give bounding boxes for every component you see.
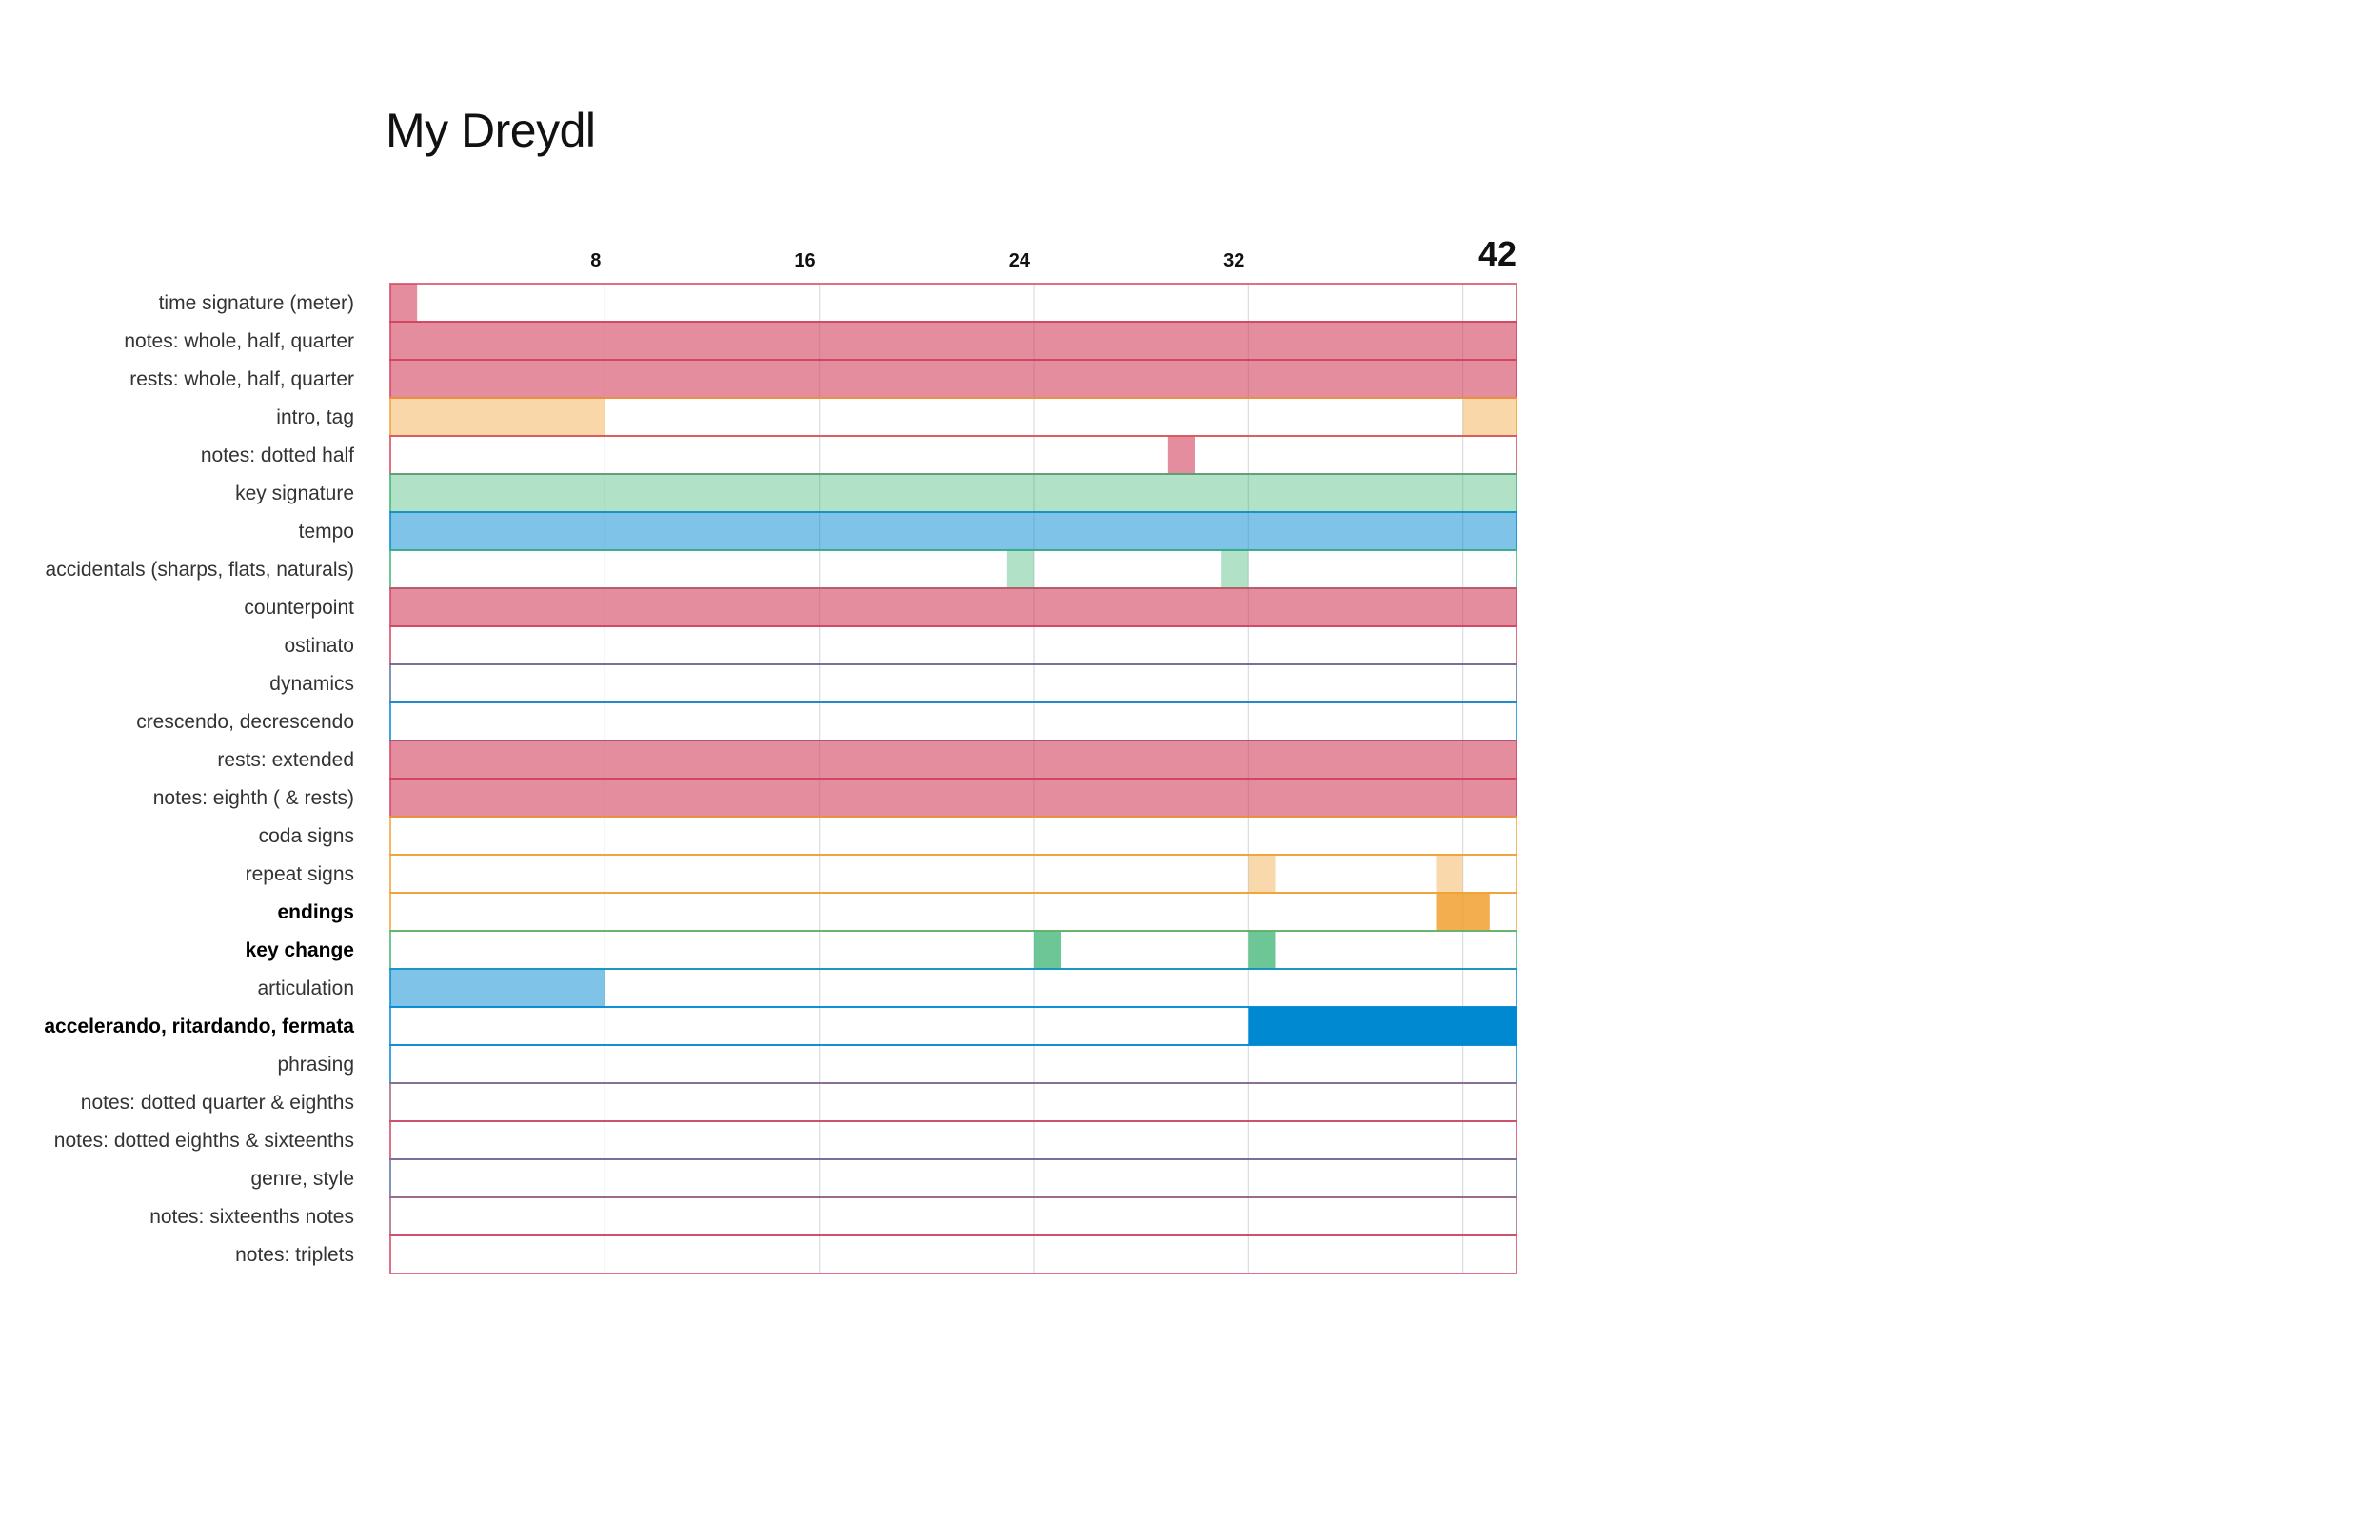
- row-label: notes: dotted quarter & eighths: [81, 1092, 354, 1114]
- row-label: accelerando, ritardando, fermata: [44, 1016, 354, 1037]
- row-background: [390, 398, 1517, 436]
- segment-bar: [390, 512, 1517, 550]
- row-border: [389, 1234, 1517, 1274]
- row-background: [390, 931, 1517, 969]
- segment-bar: [390, 474, 1517, 512]
- row-label: notes: sixteenths notes: [149, 1206, 354, 1228]
- segment-bar: [1006, 550, 1034, 588]
- row-background: [390, 626, 1517, 664]
- segment-bar: [390, 322, 1517, 360]
- row-label: dynamics: [269, 673, 354, 695]
- row-label: phrasing: [277, 1054, 354, 1076]
- row-background: [390, 1083, 1517, 1121]
- row-label: articulation: [257, 977, 354, 999]
- row-labels: time signature (meter) notes: whole, half…: [44, 292, 354, 1266]
- tick-label: 32: [1223, 250, 1244, 271]
- row-background: [390, 702, 1517, 740]
- segment-bar: [390, 360, 1517, 398]
- row-background: [390, 1197, 1517, 1235]
- row-background: [390, 474, 1517, 512]
- row-label: genre, style: [250, 1168, 354, 1190]
- row-background: [390, 550, 1517, 588]
- row-background: [390, 436, 1517, 474]
- tick-label: 24: [1009, 250, 1031, 271]
- segment-bar: [1248, 931, 1276, 969]
- row-label: counterpoint: [244, 597, 354, 619]
- segment-bar: [390, 284, 418, 322]
- row-label: notes: dotted half: [201, 444, 354, 466]
- row-label: key change: [246, 939, 354, 961]
- row-label: notes: eighth ( & rests): [153, 787, 354, 809]
- row-label: notes: triplets: [235, 1244, 354, 1266]
- segment-bar: [1436, 855, 1463, 893]
- row-background: [390, 284, 1517, 322]
- row-label: notes: whole, half, quarter: [124, 330, 354, 352]
- row-borders: [389, 283, 1517, 1274]
- row-background: [390, 855, 1517, 893]
- row-background: [390, 1159, 1517, 1197]
- segment-bar: [390, 588, 1517, 626]
- row-label: endings: [277, 901, 354, 923]
- segment-bar: [1167, 436, 1195, 474]
- segment-bar: [390, 398, 605, 436]
- row-background: [390, 893, 1517, 931]
- row-label: rests: extended: [217, 749, 354, 771]
- row-label: ostinato: [284, 635, 354, 657]
- tick-label: 42: [1478, 234, 1517, 273]
- row-background: [390, 1235, 1517, 1273]
- x-axis-ticks: 8 16 24 32 42: [590, 234, 1517, 273]
- segment-bar: [1248, 1007, 1517, 1045]
- segment-bar: [390, 969, 605, 1007]
- segment-bar: [1462, 398, 1517, 436]
- row-label: accidentals (sharps, flats, naturals): [46, 559, 354, 581]
- row-background: [390, 664, 1517, 702]
- row-label: crescendo, decrescendo: [136, 711, 354, 733]
- row-label: intro, tag: [276, 406, 354, 428]
- segment-bar: [390, 740, 1517, 779]
- tick-label: 16: [794, 250, 815, 271]
- segment-bar: [1221, 550, 1249, 588]
- segment-bar: [1034, 931, 1061, 969]
- tick-label: 8: [590, 250, 601, 271]
- row-label: key signature: [235, 483, 354, 504]
- chart-title: My Dreydl: [386, 104, 596, 157]
- row-label: coda signs: [259, 825, 354, 847]
- row-label: time signature (meter): [159, 292, 354, 314]
- row-label: rests: whole, half, quarter: [129, 368, 354, 390]
- row-background: [390, 1121, 1517, 1159]
- segment-bar: [1436, 893, 1490, 931]
- row-label: notes: dotted eighths & sixteenths: [54, 1130, 354, 1152]
- row-label: repeat signs: [246, 863, 354, 885]
- row-label: tempo: [299, 521, 354, 543]
- segment-bar: [390, 779, 1517, 817]
- row-segments: [390, 284, 1517, 1045]
- row-background: [390, 1045, 1517, 1083]
- row-background: [390, 817, 1517, 855]
- segment-bar: [1248, 855, 1276, 893]
